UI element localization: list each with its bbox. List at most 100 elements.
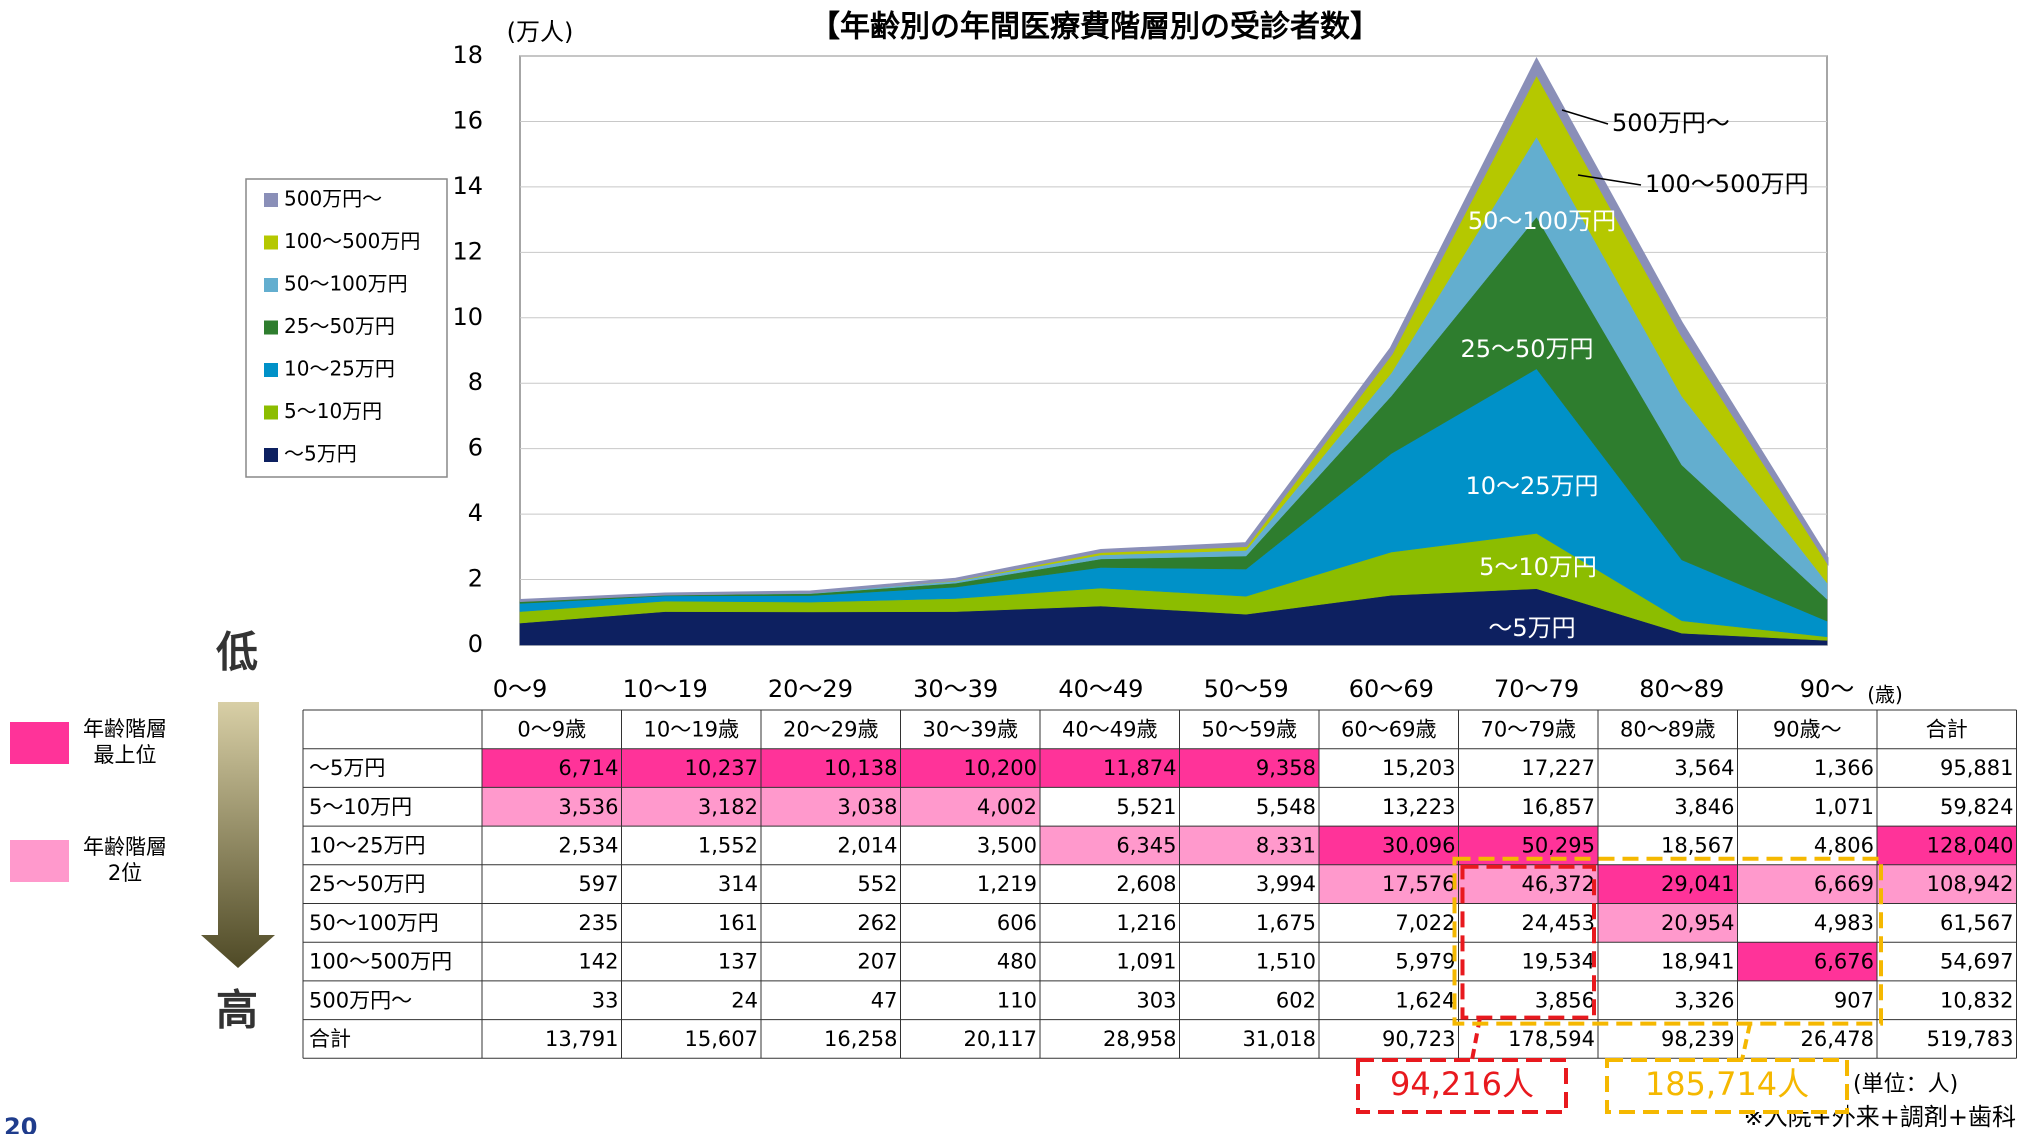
table-cell: [1319, 864, 1459, 904]
table-cell: [1179, 942, 1319, 981]
row-label: ～5万円: [309, 756, 385, 780]
legend-label: 50～100万円: [284, 272, 408, 296]
table-cell-text: 1,219: [977, 872, 1037, 896]
table-cell: [482, 903, 622, 943]
table-cell: [1179, 748, 1319, 788]
table-cell: [761, 748, 901, 788]
table-cell: [1319, 980, 1459, 1020]
table-cell-text: 18,941: [1661, 950, 1734, 974]
rank-swatch: [10, 722, 69, 764]
sum-box: [1356, 1058, 1568, 1114]
arrow-high: 高: [216, 986, 258, 1035]
table-cell: [1598, 787, 1738, 827]
x-tick-label: 70～79: [1494, 675, 1579, 703]
table-cell: [1737, 1019, 1877, 1059]
table-cell: [1319, 748, 1459, 788]
table-cell-text: 13,223: [1382, 795, 1455, 819]
table-cell: [1737, 864, 1877, 904]
table-cell-text: 10,237: [685, 756, 758, 780]
table-cell: [1737, 942, 1877, 981]
table-cell-text: 10,832: [1940, 988, 2013, 1012]
y-tick-label: 0: [468, 630, 483, 658]
column-header: 60～69歳: [1341, 717, 1436, 741]
table-cell-text: 6,676: [1814, 950, 1874, 974]
table-cell: [900, 787, 1040, 827]
table-cell-text: 17,227: [1522, 756, 1595, 780]
table-cell-text: 1,510: [1256, 950, 1316, 974]
table-cell: [1040, 787, 1180, 827]
table-cell-text: 3,846: [1674, 795, 1734, 819]
table-cell: [761, 787, 901, 827]
sum-region: [1452, 856, 1883, 1026]
table-cell: [1040, 1019, 1180, 1059]
table-cell-text: 15,203: [1382, 756, 1455, 780]
table-cell-text: 597: [578, 872, 618, 896]
table-cell-text: 480: [997, 950, 1037, 974]
rank-label: 年齢階層: [83, 835, 167, 859]
table-cell: [1737, 748, 1877, 788]
table-cell: [900, 980, 1040, 1020]
column-header: 80～89歳: [1620, 717, 1715, 741]
x-tick-label: 10～19: [623, 675, 708, 703]
y-tick-label: 16: [452, 106, 483, 134]
area-label: ～5万円: [1488, 614, 1575, 642]
row-label: 5～10万円: [309, 795, 412, 819]
table-cell: [621, 1019, 761, 1059]
unit: (単位：人): [1853, 1072, 1958, 1097]
table-cell: [761, 864, 901, 904]
table-cell-text: 9,358: [1256, 756, 1316, 780]
table-cell-text: 552: [857, 872, 897, 896]
legend-swatch: [264, 363, 278, 377]
table-cell: [621, 980, 761, 1020]
table-cell-text: 29,041: [1661, 872, 1734, 896]
table-cell: [900, 903, 1040, 943]
table-cell: [1737, 903, 1877, 943]
area-label: 500万円～: [1612, 109, 1730, 137]
table-cell: [1458, 980, 1598, 1020]
table-cell: [1877, 864, 2017, 904]
table-cell: [1040, 864, 1180, 904]
chart-title: 【年齢別の年間医療費階層別の受診者数】: [810, 10, 1380, 45]
table-cell: [1737, 787, 1877, 827]
legend-swatch: [264, 448, 278, 462]
y-tick-label: 12: [452, 237, 483, 265]
column-header: 50～59歳: [1202, 717, 1297, 741]
table-cell-text: 1,091: [1116, 950, 1176, 974]
column-header: 30～39歳: [923, 717, 1018, 741]
table-cell-text: 8,331: [1256, 833, 1316, 857]
rank-label: 最上位: [94, 743, 157, 767]
column-header: 10～19歳: [644, 717, 739, 741]
table-cell: [1877, 748, 2017, 788]
table-cell-text: 128,040: [1927, 833, 2014, 857]
y-axis-label: (万人): [507, 18, 574, 46]
table-cell-text: 235: [578, 911, 618, 935]
area-label: 5～10万円: [1479, 553, 1597, 581]
table-cell: [1179, 1019, 1319, 1059]
table-cell-text: 30,096: [1382, 833, 1455, 857]
sum-connector: [1740, 1023, 1752, 1061]
y-tick-label: 10: [452, 303, 483, 331]
table-cell-text: 5,521: [1116, 795, 1176, 819]
table-cell-text: 2,534: [558, 833, 618, 857]
sum-region: [1460, 864, 1596, 1020]
table-cell: [1598, 942, 1738, 981]
table-cell-text: 54,697: [1940, 950, 2013, 974]
x-tick-label: 80～89: [1639, 675, 1724, 703]
table-cell: [1319, 1019, 1459, 1059]
table-cell-text: 3,536: [558, 795, 618, 819]
x-tick-label: 40～49: [1058, 675, 1143, 703]
column-header: 0～9歳: [517, 717, 586, 741]
table-cell: [1179, 980, 1319, 1020]
legend-label: 500万円～: [284, 187, 382, 211]
arrow-low: 低: [216, 628, 258, 677]
table-cell: [1458, 1019, 1598, 1059]
table-cell-text: 3,038: [837, 795, 897, 819]
sum-box: [1605, 1058, 1849, 1114]
table-cell-text: 13,791: [545, 1027, 618, 1051]
table-cell-text: 95,881: [1940, 756, 2013, 780]
area-label: 100～500万円: [1645, 170, 1809, 198]
row-label: 500万円～: [309, 988, 412, 1012]
table-cell-text: 3,856: [1535, 988, 1595, 1012]
sum-text: 185,714人: [1645, 1065, 1809, 1103]
table-cell-text: 24,453: [1522, 911, 1595, 935]
